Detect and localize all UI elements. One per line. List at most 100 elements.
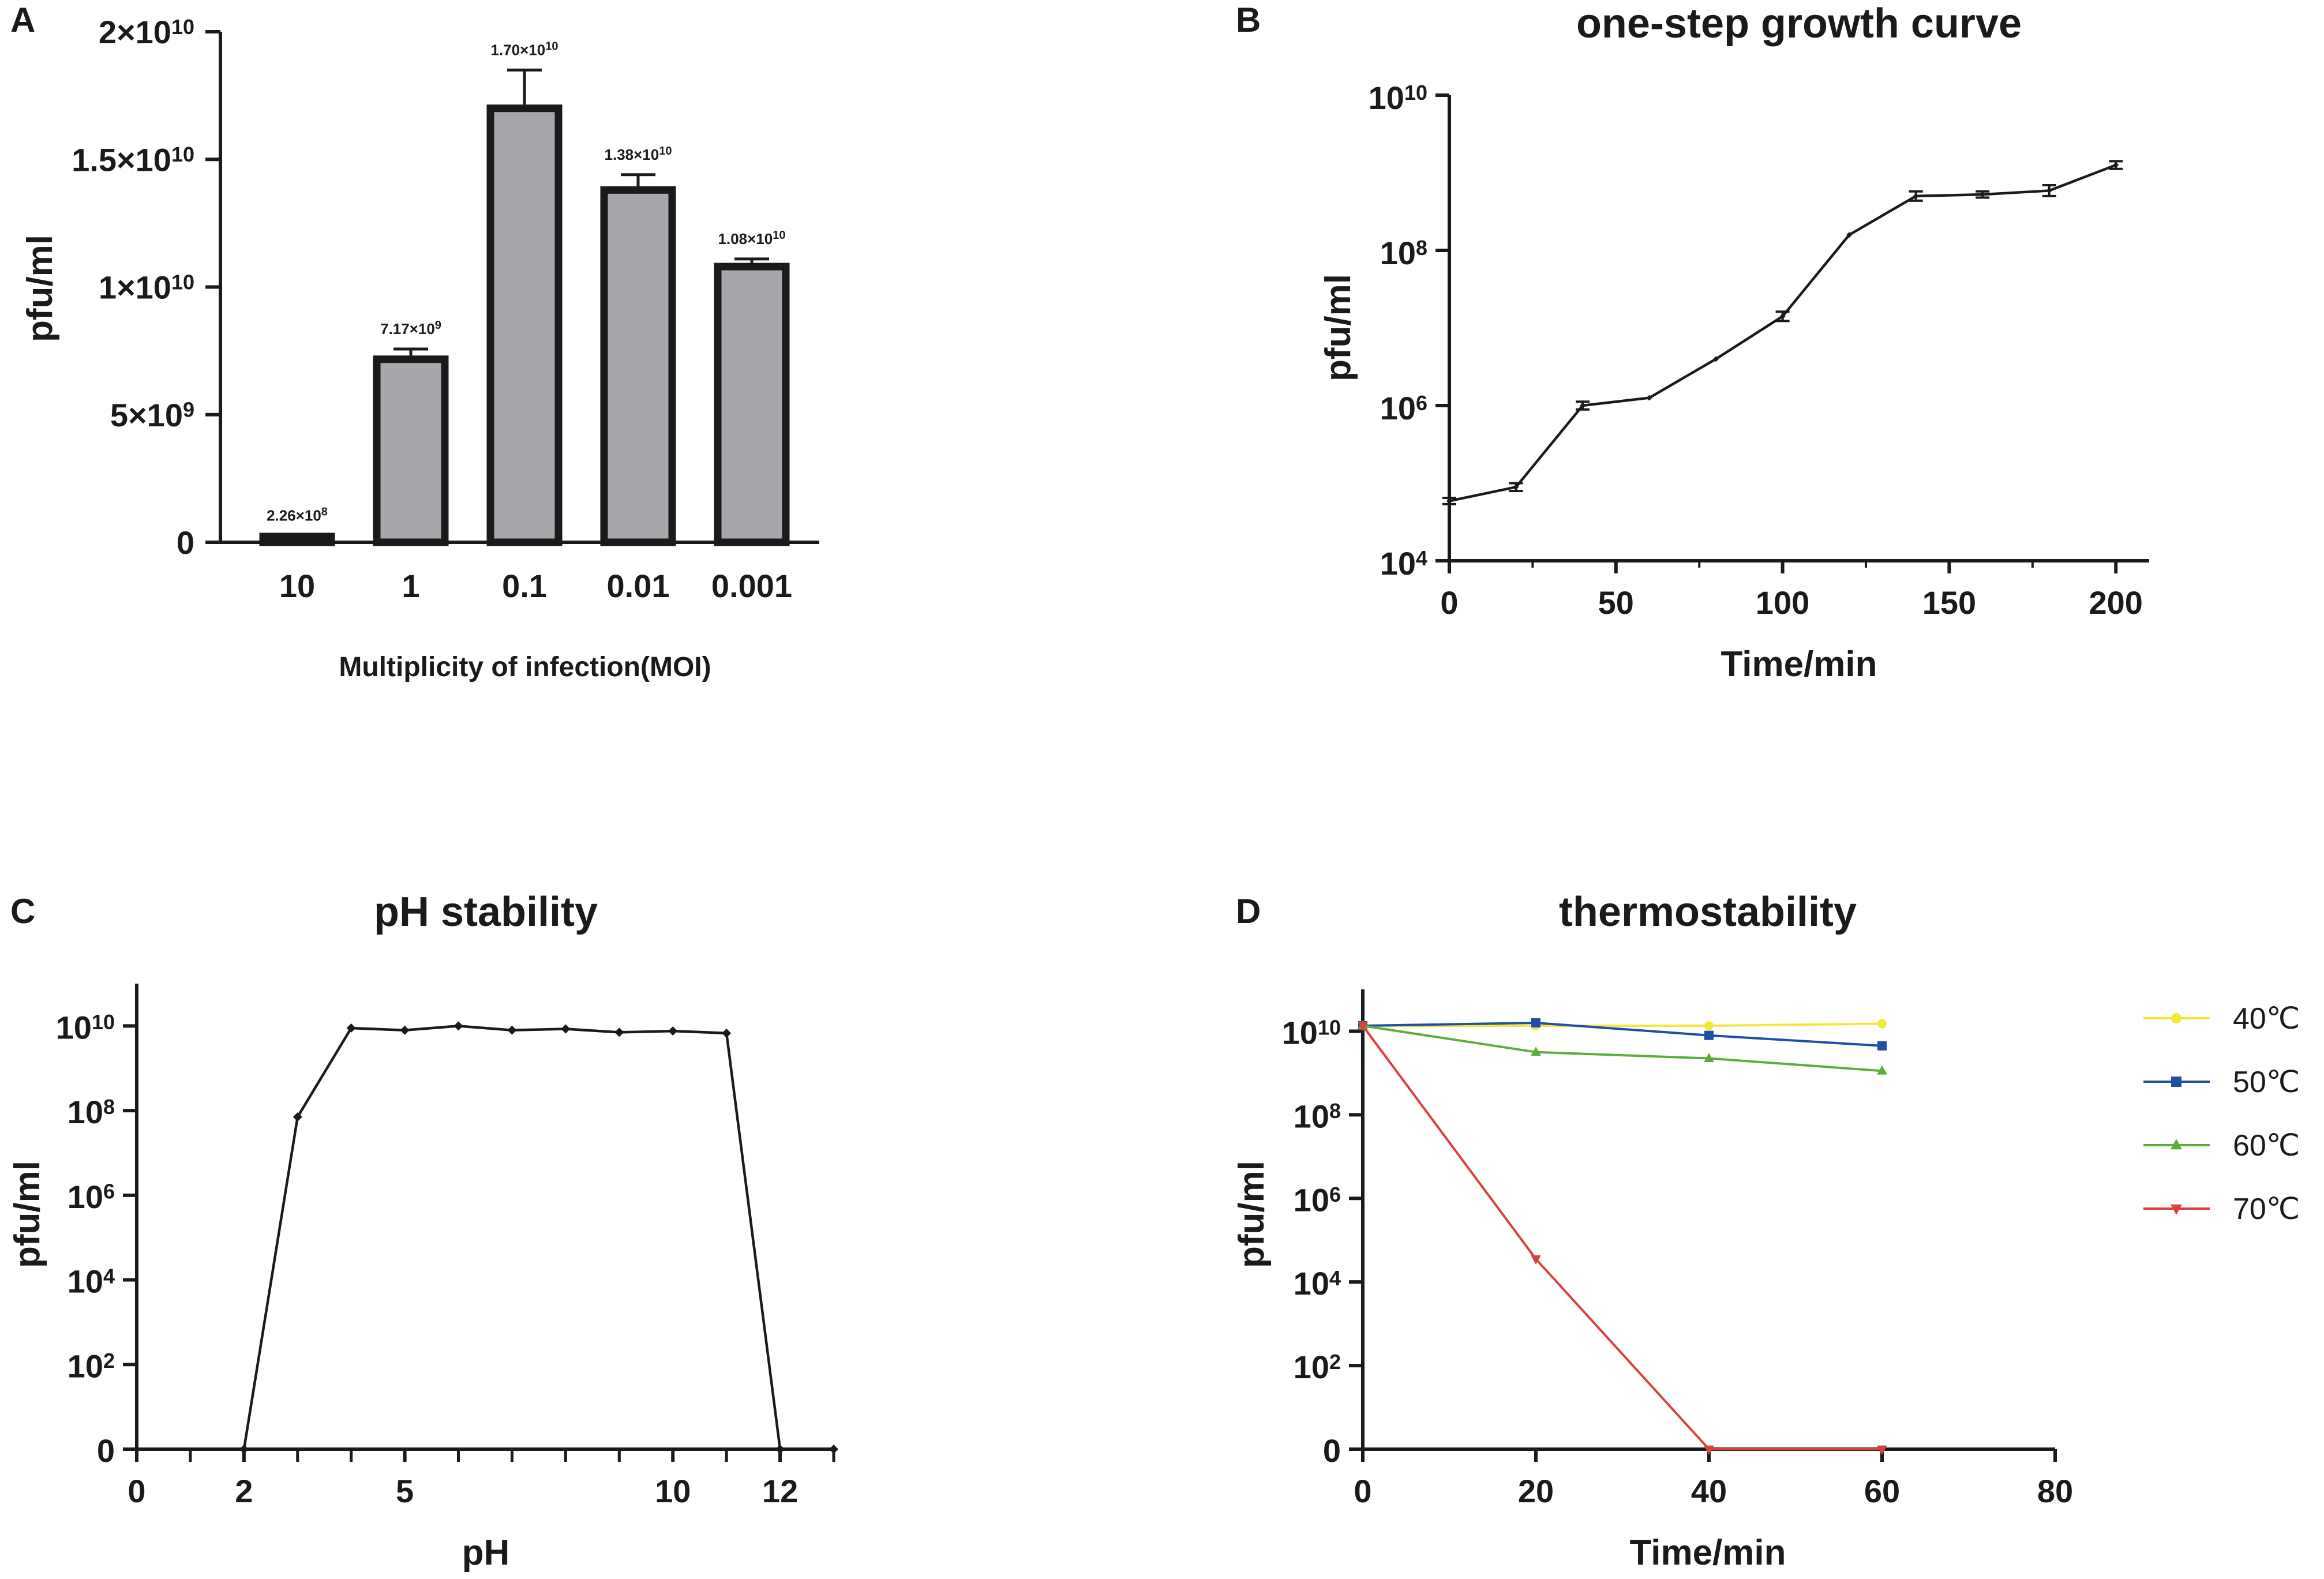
data-point-40℃ [1877,1019,1887,1029]
chart-title-b: one-step growth curve [1576,1,2022,47]
y-tick-label: 108 [68,1094,115,1130]
data-point [1446,498,1452,504]
chart-title-c: pH stability [374,889,598,935]
x-tick-label: 5 [396,1473,414,1509]
x-tick-label-0.001: 0.001 [711,568,792,604]
data-point-50℃ [1877,1041,1887,1051]
value-label-0.01: 1.38×1010 [605,145,672,163]
data-point-60℃ [1531,1047,1541,1056]
data-point-50℃ [1704,1030,1714,1040]
x-tick-label: 150 [1922,584,1976,621]
y-tick-label: 1.5×1010 [72,141,194,178]
y-tick-label: 108 [1294,1098,1341,1134]
y-tick-label: 106 [1294,1182,1341,1218]
x-axis-title: Time/min [1720,644,1877,684]
x-tick-label: 60 [1864,1473,1900,1509]
data-point [1646,395,1652,401]
y-axis-title: pfu/ml [1232,1161,1272,1268]
data-point [346,1023,356,1033]
bar-0.1 [486,104,563,546]
data-point-70℃ [1704,1445,1714,1455]
x-tick-label: 0 [1440,584,1458,621]
data-point [453,1021,463,1031]
y-tick-label: 1×1010 [99,269,194,306]
x-axis-title: Time/min [1629,1533,1786,1573]
series-line-70℃ [1362,1025,1882,1450]
x-tick-label-0.1: 0.1 [502,568,547,604]
y-axis-title: pfu/ml [20,235,60,342]
x-tick-label: 2 [235,1473,253,1509]
x-tick-label: 40 [1691,1473,1727,1509]
series-line-60℃ [1362,1025,1883,1072]
series-line-40℃ [1363,1022,1883,1027]
y-tick-label: 106 [1380,390,1427,426]
data-point-60℃ [1877,1065,1887,1075]
legend-label-40℃: 40℃ [2233,1002,2300,1036]
y-tick-label: 102 [1294,1349,1341,1385]
x-tick-label-1: 1 [402,568,419,604]
data-point [400,1025,410,1035]
y-tick-label: 104 [1380,545,1427,582]
series-line-ph [242,1025,834,1451]
legend-marker-40℃ [2171,1013,2181,1023]
data-point [1846,232,1853,238]
data-point [1980,192,1986,198]
data-point [1513,484,1519,490]
legend-marker-70℃ [2171,1204,2182,1215]
legend-label-50℃: 50℃ [2233,1066,2300,1099]
x-tick-label-0.01: 0.01 [607,568,670,604]
data-point-40℃ [1704,1021,1714,1031]
y-tick-label: 1010 [56,1009,115,1045]
chart-panel-a: A 2.26×108 10 7.17×109 1 1.70×1010 0.1 1.38×101… [10,1,819,682]
x-axis-title: pH [462,1533,510,1573]
y-tick-label: 108 [1380,235,1427,271]
x-axis-title: Multiplicity of infection(MOI) [339,652,711,682]
legend-marker-60℃ [2171,1139,2182,1150]
value-label-0.1: 1.70×1010 [491,40,558,58]
y-tick-label: 2×1010 [99,14,194,50]
data-point [1580,403,1586,408]
data-point [507,1025,517,1035]
x-tick-label: 200 [2089,584,2143,621]
x-tick-label: 80 [2037,1473,2073,1509]
legend-marker-50℃ [2171,1077,2181,1087]
data-point-50℃ [1531,1018,1540,1027]
data-point-70℃ [1531,1255,1541,1265]
y-tick-label: 102 [68,1348,115,1384]
legend-label-70℃: 70℃ [2233,1192,2300,1226]
value-label-1: 7.17×109 [380,319,441,337]
y-tick-label: 1010 [1369,80,1427,116]
x-tick-label: 20 [1518,1473,1554,1509]
y-tick-label: 104 [68,1263,115,1300]
x-tick-label: 100 [1756,584,1809,621]
y-tick-label: 1010 [1282,1014,1341,1051]
data-point [722,1028,732,1038]
data-point [293,1112,302,1122]
bar-0.01 [600,186,676,546]
y-tick-label: 5×109 [110,397,194,433]
x-tick-label-10: 10 [279,568,315,604]
y-tick-label: 0 [1323,1432,1341,1469]
data-point [829,1445,838,1454]
y-tick-label: 106 [68,1179,115,1215]
data-point [668,1026,678,1036]
data-point [614,1027,624,1037]
panel-letter-b: B [1236,1,1261,39]
data-point [2046,187,2052,194]
x-tick-label: 12 [762,1473,798,1509]
panel-letter-d: D [1236,892,1261,931]
bar-1 [373,355,449,546]
legend-label-60℃: 60℃ [2233,1129,2300,1162]
series-line-50℃ [1362,1021,1883,1047]
data-point [2113,162,2119,168]
data-point [561,1024,571,1034]
x-tick-label: 50 [1598,584,1634,621]
data-point [239,1445,249,1454]
panel-letter-c: C [10,892,35,931]
x-tick-label: 0 [128,1473,145,1509]
